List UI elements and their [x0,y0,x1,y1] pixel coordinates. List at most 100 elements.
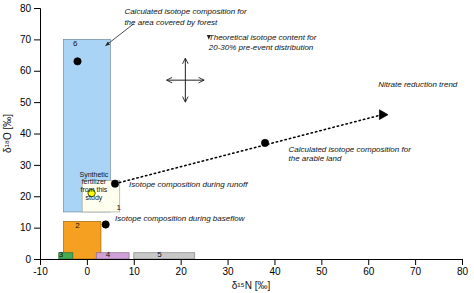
x-axis-title: δ¹⁵N [‰] [232,280,271,291]
point [111,180,118,187]
box-label-line: 1 [117,203,122,212]
y-tick-mark [34,8,40,9]
y-tick: 20 [20,191,40,202]
box-label: 3 [59,250,64,259]
annotation-line: Calculated isotope composition for [124,7,247,16]
x-tick-label: 20 [176,266,188,277]
y-tick-mark [34,102,40,103]
annotation: Calculated isotope composition for [124,7,247,16]
y-tick: 10 [20,222,40,233]
y-tick: 60 [20,65,40,76]
x-tick-label: 0 [85,266,91,277]
point [102,221,109,228]
annotation: Isotope composition during baseflow [115,214,246,223]
annotation-line: Isotope composition during runoff [129,180,248,189]
x-tick-mark [87,259,88,265]
box-label-line: 5 [157,250,162,259]
marks [59,24,388,259]
y-tick-label: 20 [20,191,32,202]
y-tick-label: 80 [20,3,32,14]
y-tick-label: 70 [20,34,32,45]
annotation-line: Isotope composition during baseflow [115,214,246,223]
y-tick: 70 [20,34,40,45]
x-tick: 40 [269,259,281,277]
y-tick: 50 [20,97,40,108]
y-tick-label: 50 [20,97,32,108]
point [379,110,388,120]
box-label-line: 4 [106,250,111,259]
y-axis-line [34,9,41,260]
annotation-line: the arable land [289,154,342,163]
y-tick-label: 40 [20,128,32,139]
annotation: Theoretical isotope content for [209,33,317,42]
y-tick-mark [34,71,40,72]
plot: -1001020304050607080010203040506070806Sy… [20,3,469,277]
box-label: Syntheticfertilizerfrom thisstudy [80,171,109,202]
x-tick: 10 [129,259,141,277]
y-tick-label: 60 [20,65,32,76]
x-tick-label: 50 [316,266,328,277]
x-tick-label: 40 [269,266,281,277]
annotation: 20-30% pre-event distribution [208,43,314,52]
x-tick-mark [415,259,416,265]
box [134,253,195,259]
y-tick-mark [34,165,40,166]
box-label-line: 6 [73,39,78,48]
annotation-line: Calculated isotope composition for [289,145,412,154]
box-label-line: 2 [75,221,80,230]
x-tick-label: 10 [129,266,141,277]
y-tick: 80 [20,3,40,14]
box-label: 2 [75,221,80,230]
box-label-line: fertilizer [82,178,107,185]
annotation-line: Theoretical isotope content for [209,33,317,42]
box-label: 4 [106,250,111,259]
x-tick-mark [321,259,322,265]
annotation-line: the area covered by forest [124,18,218,27]
x-tick-mark [134,259,135,265]
x-axis-line [41,260,463,266]
x-tick-mark [181,259,182,265]
x-tick-mark [274,259,275,265]
x-tick-label: 30 [222,266,234,277]
y-tick-label: 10 [20,222,32,233]
y-tick-mark [34,259,40,260]
y-tick: 40 [20,128,40,139]
box-label-line: study [86,194,103,202]
x-tick: 20 [176,259,188,277]
y-tick: 0 [25,254,40,265]
box-label: 6 [73,39,78,48]
x-tick-label: 70 [410,266,422,277]
annotation: Isotope composition during runoff [129,180,248,189]
annotation: Calculated isotope composition forthe ar… [289,145,412,163]
y-tick-label: 0 [25,254,31,265]
point [74,58,81,65]
texts: 6 Syntheticfertilizerfrom thisstudy 1 2 3 4 5 C… [59,7,458,259]
x-tick-label: 60 [363,266,375,277]
x-tick: 30 [222,259,234,277]
error-cross-y [185,58,186,102]
x-tick-mark [228,259,229,265]
y-tick: 30 [20,160,40,171]
y-tick-mark [34,196,40,197]
x-tick-mark [368,259,369,265]
point [261,139,268,146]
chart: -1001020304050607080010203040506070806Sy… [0,0,474,293]
y-tick-mark [34,39,40,40]
annotation-line: Nitrate reduction trend [378,80,458,89]
annotation: Nitrate reduction trend [378,80,458,89]
y-tick-label: 30 [20,160,32,171]
x-tick: 50 [316,259,328,277]
x-tick: 70 [410,259,422,277]
box-label-line: from this [81,186,108,193]
x-tick-label: 80 [457,266,469,277]
x-tick: -10 [33,259,48,277]
y-tick-mark [34,228,40,229]
box-label-line: 3 [59,250,64,259]
x-tick: 60 [363,259,375,277]
box [63,39,110,212]
box-label: 5 [157,250,162,259]
x-tick-label: -10 [33,266,48,277]
annotation-line: 20-30% pre-event distribution [208,43,314,52]
annotation: the area covered by forest [124,18,218,27]
x-tick: 0 [85,259,91,277]
